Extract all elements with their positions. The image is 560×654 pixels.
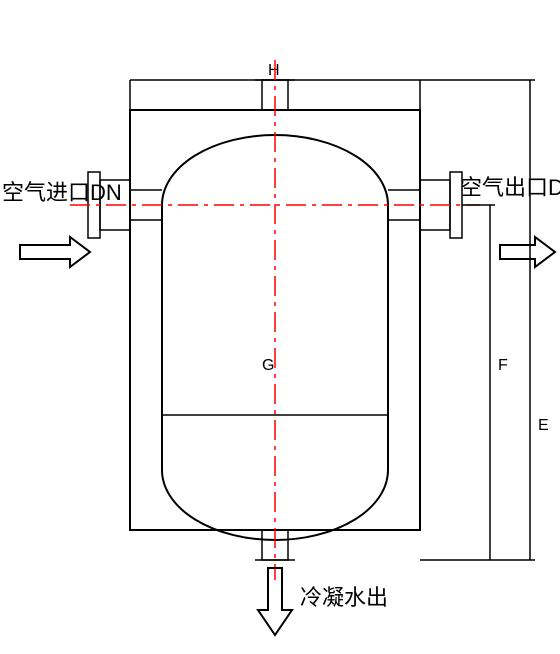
drain-label-group: 冷凝水出	[258, 568, 388, 635]
outlet-label: 空气出口DN	[460, 175, 560, 200]
outlet-arrow	[500, 237, 555, 267]
dim-label-f: F	[498, 357, 508, 374]
inlet-arrow	[20, 237, 90, 267]
dimension-body: G	[262, 357, 274, 374]
inlet-label: 空气进口DN	[2, 180, 122, 205]
dim-label-g: G	[262, 357, 274, 374]
dim-label-e: E	[538, 417, 549, 434]
outlet-label-group: 空气出口DN	[460, 175, 560, 267]
dim-label-h: H	[268, 62, 280, 79]
inlet-label-group: 空气进口DN	[2, 180, 122, 267]
drain-label: 冷凝水出	[300, 585, 388, 610]
dimension-right: F E	[420, 80, 549, 560]
